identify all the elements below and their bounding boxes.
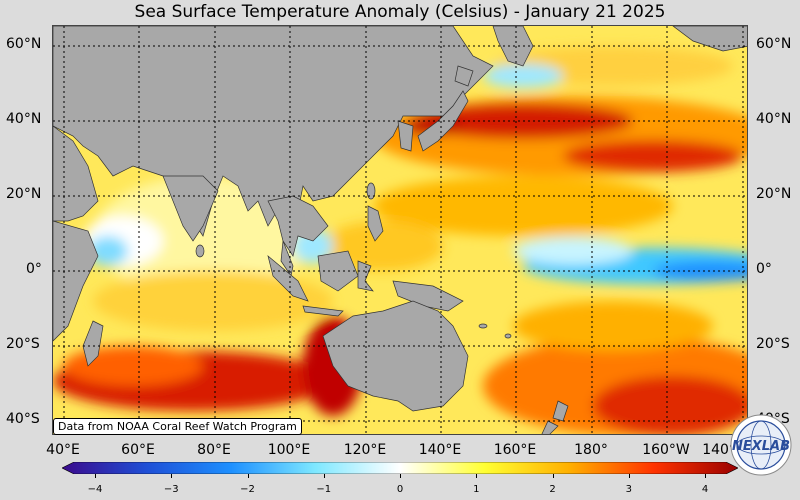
- lon-label-180: 180°: [574, 442, 608, 458]
- colorbar-tickmark: [552, 474, 554, 478]
- lon-label-40e: 40°E: [46, 442, 80, 458]
- colorbar-tick-label: −1: [316, 484, 332, 495]
- colorbar-tickmark: [323, 474, 325, 478]
- colorbar-tickmark: [476, 474, 478, 478]
- lon-label-160e: 160°E: [493, 442, 537, 458]
- lon-label-60e: 60°E: [121, 442, 155, 458]
- colorbar-tick-label: −4: [87, 484, 103, 495]
- lat-label-40s-left: 40°S: [6, 411, 40, 427]
- colorbar-tick-label: 0: [396, 484, 404, 495]
- colorbar: [62, 462, 738, 474]
- nexlab-globe-logo: NEXLAB: [730, 414, 792, 476]
- colorbar-tick-label: 4: [701, 484, 709, 495]
- lon-label-140e: 140°E: [418, 442, 462, 458]
- lat-label-20n-right: 20°N: [756, 186, 792, 202]
- colorbar-tick-label: 2: [549, 484, 556, 495]
- colorbar-tickmark: [247, 474, 249, 478]
- colorbar-tickmark: [95, 474, 96, 478]
- lon-label-100e: 100°E: [267, 442, 311, 458]
- lon-label-120e: 120°E: [343, 442, 387, 458]
- data-credit: Data from NOAA Coral Reef Watch Program: [53, 418, 302, 435]
- colorbar-tickmark: [705, 474, 706, 478]
- lat-label-60n-left: 60°N: [6, 36, 42, 52]
- map-title: Sea Surface Temperature Anomaly (Celsius…: [134, 2, 666, 22]
- colorbar-tick-label: 1: [473, 484, 480, 495]
- lat-label-20s-left: 20°S: [6, 336, 40, 352]
- colorbar-tickmark: [171, 474, 173, 478]
- lat-label-0-right: 0°: [756, 261, 772, 277]
- lon-label-80e: 80°E: [197, 442, 231, 458]
- sst-anomaly-map: [52, 25, 748, 435]
- colorbar-tick-label: −3: [163, 484, 179, 495]
- colorbar-tick-label: −2: [240, 484, 255, 495]
- lat-label-60n-right: 60°N: [756, 36, 792, 52]
- graticule: [53, 26, 747, 434]
- lon-label-160w: 160°W: [642, 442, 690, 458]
- lat-label-40n-left: 40°N: [6, 111, 42, 127]
- logo-text: NEXLAB: [732, 439, 790, 454]
- colorbar-tickmark: [628, 474, 630, 478]
- lat-label-20s-right: 20°S: [756, 336, 790, 352]
- anomaly-field: [53, 46, 747, 434]
- colorbar-tick-label: 3: [625, 484, 632, 495]
- lat-label-0-left: 0°: [26, 261, 42, 277]
- lat-label-20n-left: 20°N: [6, 186, 42, 202]
- colorbar-tickmark: [400, 474, 401, 478]
- lat-label-40n-right: 40°N: [756, 111, 792, 127]
